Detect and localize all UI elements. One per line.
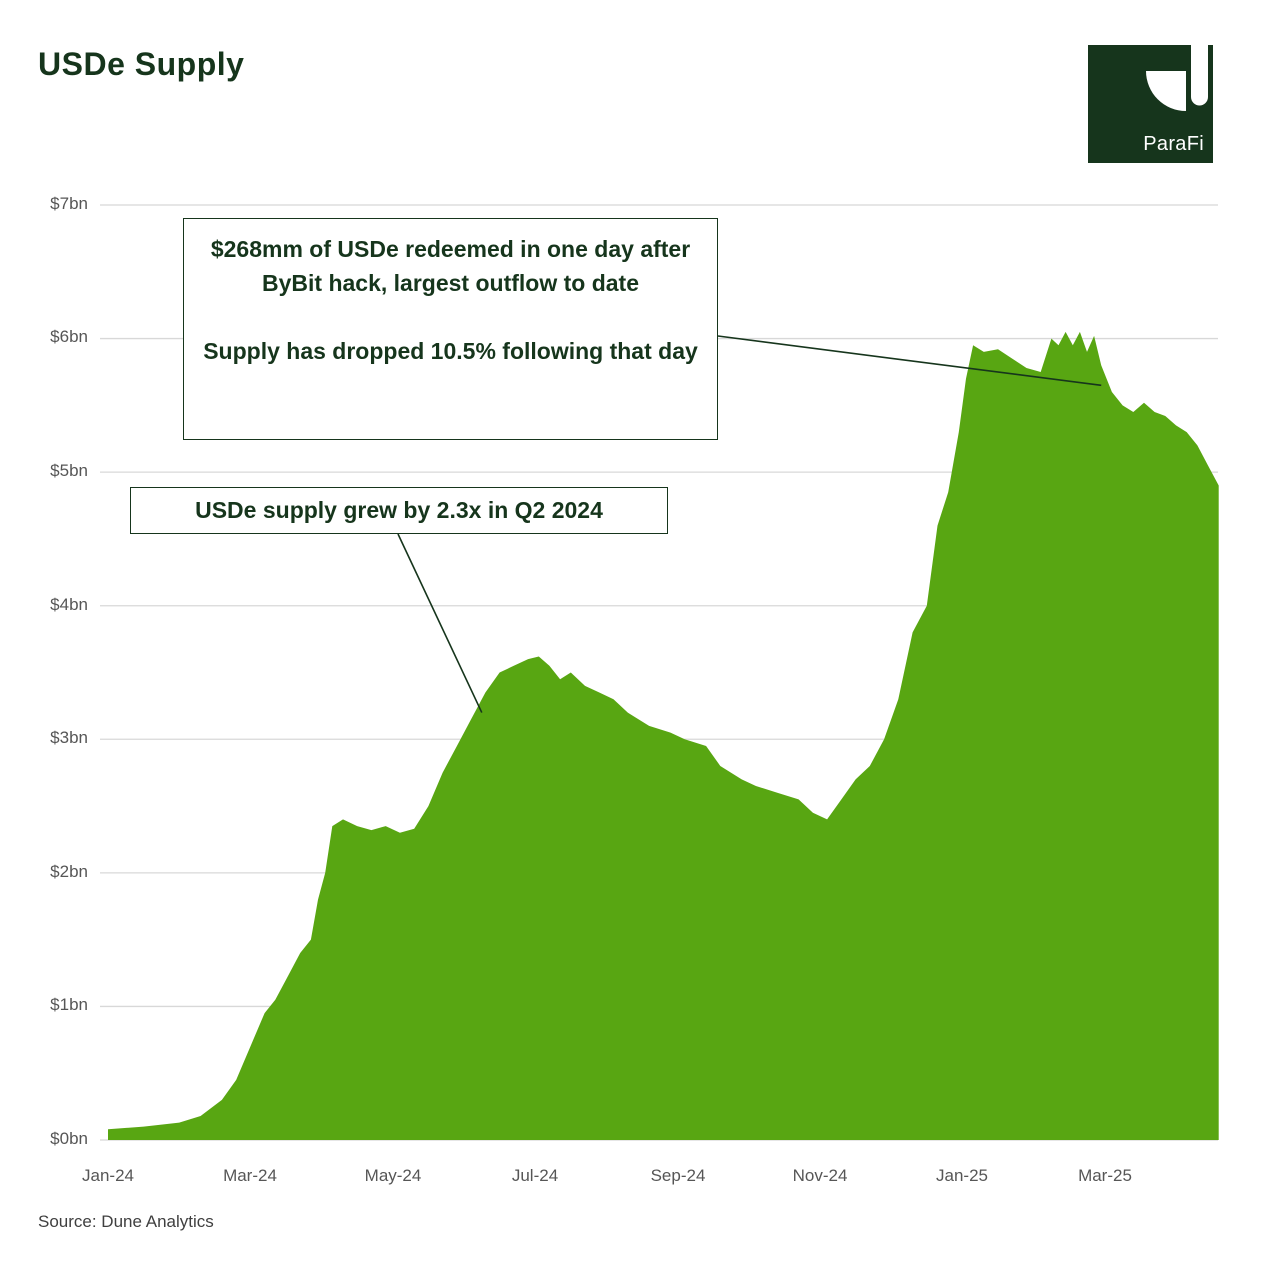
- ytick-7bn: $7bn: [50, 194, 88, 213]
- annotation-bybit-line1: $268mm of USDe redeemed in one day after…: [210, 236, 691, 297]
- ytick-5bn: $5bn: [50, 461, 88, 480]
- ytick-0bn: $0bn: [50, 1129, 88, 1148]
- annotation-bybit-line2: Supply has dropped 10.5% following that …: [203, 338, 698, 365]
- annotation-spacer: [200, 300, 701, 334]
- annotation-q2-growth-text: USDe supply grew by 2.3x in Q2 2024: [195, 497, 603, 523]
- parafi-logo: ParaFi: [1088, 45, 1213, 163]
- xtick-may24: May-24: [364, 1166, 422, 1185]
- page-title: USDe Supply: [38, 46, 245, 82]
- xtick-sep24: Sep-24: [650, 1166, 706, 1185]
- xtick-jan24: Jan-24: [82, 1166, 134, 1185]
- ytick-2bn: $2bn: [50, 862, 88, 881]
- annotation-bybit-hack: $268mm of USDe redeemed in one day after…: [183, 218, 718, 440]
- xtick-nov24: Nov-24: [792, 1166, 848, 1185]
- xtick-jul24: Jul-24: [511, 1166, 559, 1185]
- ytick-4bn: $4bn: [50, 595, 88, 614]
- xtick-mar25: Mar-25: [1078, 1166, 1132, 1185]
- parafi-logo-mark: [1146, 45, 1208, 111]
- ytick-1bn: $1bn: [50, 995, 88, 1014]
- xtick-jan25: Jan-25: [936, 1166, 988, 1185]
- ytick-6bn: $6bn: [50, 327, 88, 346]
- parafi-logo-text: ParaFi: [1143, 133, 1204, 155]
- xtick-mar24: Mar-24: [223, 1166, 277, 1185]
- annotation-q2-growth: USDe supply grew by 2.3x in Q2 2024: [130, 487, 668, 534]
- source-note: Source: Dune Analytics: [38, 1212, 214, 1231]
- ytick-3bn: $3bn: [50, 728, 88, 747]
